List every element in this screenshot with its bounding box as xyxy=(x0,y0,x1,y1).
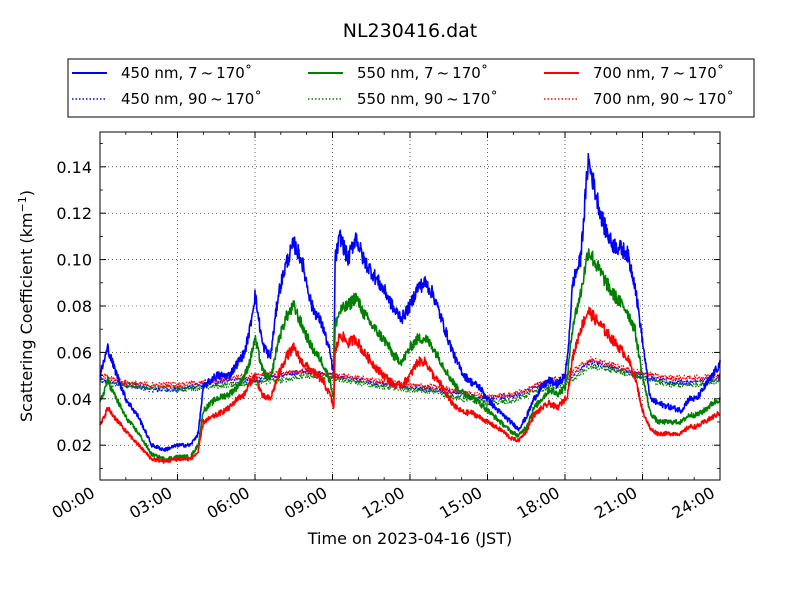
y-tick-label: 0.04 xyxy=(56,390,92,409)
legend-label: 450 nm, 7 ~ 170˚ xyxy=(121,64,252,82)
chart-title: NL230416.dat xyxy=(343,20,478,42)
series-line-550-nm-7-170 xyxy=(99,248,721,462)
legend-label: 550 nm, 7 ~ 170˚ xyxy=(357,64,488,82)
y-tick-label: 0.12 xyxy=(56,204,92,223)
legend-label: 700 nm, 90 ~ 170˚ xyxy=(593,90,734,108)
legend: 450 nm, 7 ~ 170˚ 450 nm, 90 ~ 170˚ 550 nm,… xyxy=(67,58,755,118)
y-tick-label: 0.14 xyxy=(56,158,92,177)
y-tick-label: 0.10 xyxy=(56,251,92,270)
legend-label: 700 nm, 7 ~ 170˚ xyxy=(593,64,724,82)
legend-label: 550 nm, 90 ~ 170˚ xyxy=(357,90,498,108)
y-tick-label: 0.08 xyxy=(56,297,92,316)
y-axis-label: Scattering Coefficient (km−1) xyxy=(16,190,36,422)
series-layer xyxy=(99,152,721,464)
grid xyxy=(99,132,721,480)
y-axis-label-main: Scattering Coefficient (km xyxy=(17,212,36,422)
series-line-700-nm-90-170 xyxy=(99,356,721,400)
y-tick-label: 0.02 xyxy=(56,436,92,455)
series-line-450-nm-7-170 xyxy=(99,152,721,452)
series-line-700-nm-7-170 xyxy=(99,306,721,464)
x-axis-label: Time on 2023-04-16 (JST) xyxy=(307,529,512,548)
y-tick-label: 0.06 xyxy=(56,343,92,362)
y-axis-label-close: ) xyxy=(17,190,36,196)
legend-label: 450 nm, 90 ~ 170˚ xyxy=(121,90,262,108)
legend-frame xyxy=(67,58,755,118)
y-axis-label-exponent: −1 xyxy=(16,196,29,212)
